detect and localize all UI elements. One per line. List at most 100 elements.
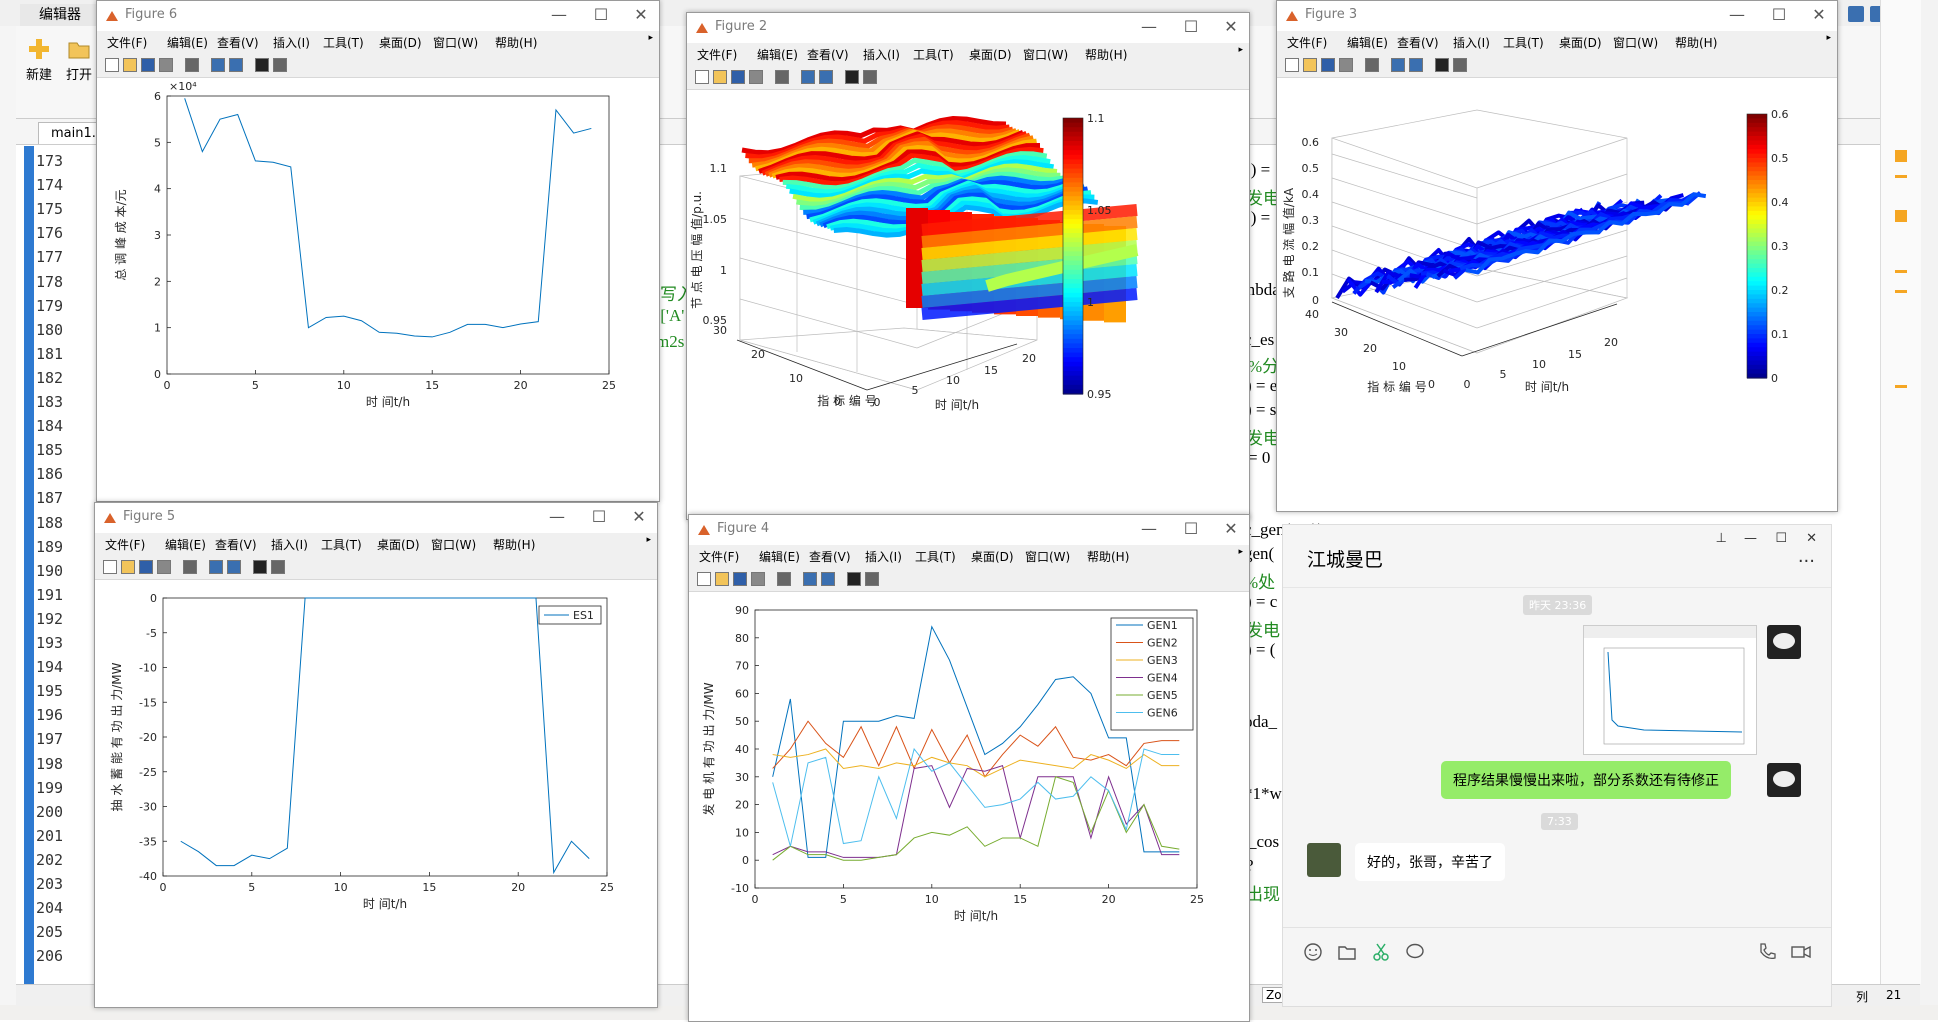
cursor-icon[interactable] <box>847 572 861 586</box>
code-fragment[interactable]: 发电 <box>1246 429 1280 448</box>
video-icon[interactable] <box>1791 942 1811 962</box>
menu-overflow-icon[interactable]: ▸ <box>1238 45 1243 55</box>
menu-overflow-icon[interactable]: ▸ <box>1238 547 1243 557</box>
menu-item[interactable]: 文件(F) <box>697 48 738 62</box>
chat-window[interactable]: ⊥ — ☐ ✕ 江城曼巴 ··· 昨天 23:36 程序结果慢慢出来啦，部分系数… <box>1282 524 1832 1007</box>
property-icon[interactable] <box>229 58 243 72</box>
new-file-icon[interactable] <box>695 70 709 84</box>
code-fragment[interactable]: 出现 <box>1246 885 1280 904</box>
new-file-icon[interactable] <box>1285 58 1299 72</box>
marker[interactable] <box>1895 175 1907 178</box>
menu-item[interactable]: 工具(T) <box>321 538 362 552</box>
open-button[interactable]: 打开 <box>66 38 92 83</box>
minimize-icon[interactable]: — <box>1729 5 1745 24</box>
message-bubble-me[interactable]: 程序结果慢慢出来啦，部分系数还有待修正 <box>1441 761 1731 799</box>
menu-item[interactable]: 编辑(E) <box>167 36 208 50</box>
code-fragment[interactable]: j) = <box>1246 208 1271 227</box>
print-icon[interactable] <box>159 58 173 72</box>
menu-item[interactable]: 帮助(H) <box>1675 36 1718 50</box>
code-fragment[interactable]: mbda <box>1242 280 1280 299</box>
menu-item[interactable]: 查看(V) <box>809 550 851 564</box>
open-folder-icon[interactable] <box>123 58 137 72</box>
code-fragment[interactable]: gen( <box>1244 544 1275 563</box>
new-file-icon[interactable] <box>697 572 711 586</box>
figure5-window[interactable]: Figure 5 — ☐ ✕ 文件(F) 编辑(E) 查看(V) 插入(I) 工具(T)… <box>94 502 658 1008</box>
menu-item[interactable]: 查看(V) <box>217 36 259 50</box>
menu-item[interactable]: 查看(V) <box>1397 36 1439 50</box>
code-fragment[interactable]: m2s <box>656 332 685 351</box>
minimize-icon[interactable]: — <box>1141 519 1157 538</box>
figure2-window[interactable]: Figure 2 — ☐ ✕ 文件(F) 编辑(E) 查看(V) 插入(I) 工具(T)… <box>686 12 1250 520</box>
code-fragment[interactable]: c_es <box>1244 330 1275 349</box>
titlebar[interactable]: Figure 2 — ☐ ✕ <box>687 13 1249 43</box>
close-icon[interactable]: ✕ <box>634 5 648 24</box>
menu-item[interactable]: 桌面(D) <box>379 36 422 50</box>
open-folder-icon[interactable] <box>121 560 135 574</box>
code-fragment[interactable]: 写入 <box>660 285 694 304</box>
menu-item[interactable]: 查看(V) <box>807 48 849 62</box>
menu-item[interactable]: 桌面(D) <box>1559 36 1602 50</box>
minimize-icon[interactable]: — <box>549 507 565 526</box>
property-icon[interactable] <box>819 70 833 84</box>
chat-bubble-icon[interactable] <box>1405 942 1425 962</box>
print-icon[interactable] <box>157 560 171 574</box>
dock-figure-icon[interactable] <box>209 560 223 574</box>
figure4-window[interactable]: Figure 4 — ☐ ✕ 文件(F) 编辑(E) 查看(V) 插入(I) 工具(T)… <box>688 514 1250 1022</box>
message-bubble-them[interactable]: 好的，张哥，辛苦了 <box>1355 843 1505 881</box>
edit-plot-icon[interactable] <box>865 572 879 586</box>
code-fragment[interactable]: j) = <box>1246 160 1271 179</box>
open-folder-icon[interactable] <box>715 572 729 586</box>
figure6-window[interactable]: Figure 6 — ☐ ✕ 文件(F) 编辑(E) 查看(V) 插入(I) 工具(T)… <box>96 0 660 502</box>
property-icon[interactable] <box>1409 58 1423 72</box>
edit-plot-icon[interactable] <box>863 70 877 84</box>
print-icon[interactable] <box>751 572 765 586</box>
cursor-icon[interactable] <box>1435 58 1449 72</box>
code-fragment[interactable]: ) = c <box>1246 592 1278 611</box>
dock-icon[interactable] <box>1848 6 1864 22</box>
menu-item[interactable]: 插入(I) <box>273 36 310 50</box>
close-icon[interactable]: ✕ <box>1224 519 1238 538</box>
menu-item[interactable]: 编辑(E) <box>165 538 206 552</box>
menu-item[interactable]: 桌面(D) <box>969 48 1012 62</box>
menu-item[interactable]: 文件(F) <box>105 538 146 552</box>
marker[interactable] <box>1895 210 1907 222</box>
avatar[interactable] <box>1767 763 1801 797</box>
maximize-icon[interactable]: ☐ <box>593 5 609 24</box>
menu-item[interactable]: 查看(V) <box>215 538 257 552</box>
pin-icon[interactable]: ⊥ <box>1715 531 1727 546</box>
menu-item[interactable]: 桌面(D) <box>971 550 1014 564</box>
marker[interactable] <box>1895 290 1907 293</box>
cursor-icon[interactable] <box>253 560 267 574</box>
code-fragment[interactable]: ,['A' <box>656 306 685 325</box>
marker[interactable] <box>1895 270 1907 273</box>
code-fragment[interactable]: %分 <box>1248 357 1280 376</box>
close-icon[interactable]: ✕ <box>1812 5 1826 24</box>
scissors-icon[interactable] <box>1371 942 1391 962</box>
property-icon[interactable] <box>821 572 835 586</box>
code-fragment[interactable]: %处 <box>1244 573 1276 592</box>
maximize-icon[interactable]: ☐ <box>591 507 607 526</box>
menu-overflow-icon[interactable]: ▸ <box>648 33 653 43</box>
menu-item[interactable]: 桌面(D) <box>377 538 420 552</box>
print-preview-icon[interactable] <box>775 70 789 84</box>
close-icon[interactable]: ✕ <box>1224 17 1238 36</box>
print-preview-icon[interactable] <box>183 560 197 574</box>
menu-item[interactable]: 帮助(H) <box>493 538 536 552</box>
open-folder-icon[interactable] <box>1303 58 1317 72</box>
image-message[interactable] <box>1583 625 1757 755</box>
figure3-window[interactable]: Figure 3 — ☐ ✕ 文件(F) 编辑(E) 查看(V) 插入(I) 工具(T)… <box>1276 0 1838 512</box>
code-fragment[interactable]: ) = e <box>1246 376 1278 395</box>
menu-item[interactable]: 窗口(W) <box>431 538 477 552</box>
menu-item[interactable]: 工具(T) <box>323 36 364 50</box>
menu-item[interactable]: 插入(I) <box>863 48 900 62</box>
maximize-icon[interactable]: ☐ <box>1183 17 1199 36</box>
property-icon[interactable] <box>227 560 241 574</box>
code-fragment[interactable]: *1*w <box>1244 784 1282 803</box>
dock-figure-icon[interactable] <box>801 70 815 84</box>
folder-icon[interactable] <box>1337 942 1357 962</box>
cursor-icon[interactable] <box>255 58 269 72</box>
menu-overflow-icon[interactable]: ▸ <box>1826 33 1831 43</box>
menu-item[interactable]: 工具(T) <box>913 48 954 62</box>
minimize-icon[interactable]: — <box>551 5 567 24</box>
edit-plot-icon[interactable] <box>271 560 285 574</box>
